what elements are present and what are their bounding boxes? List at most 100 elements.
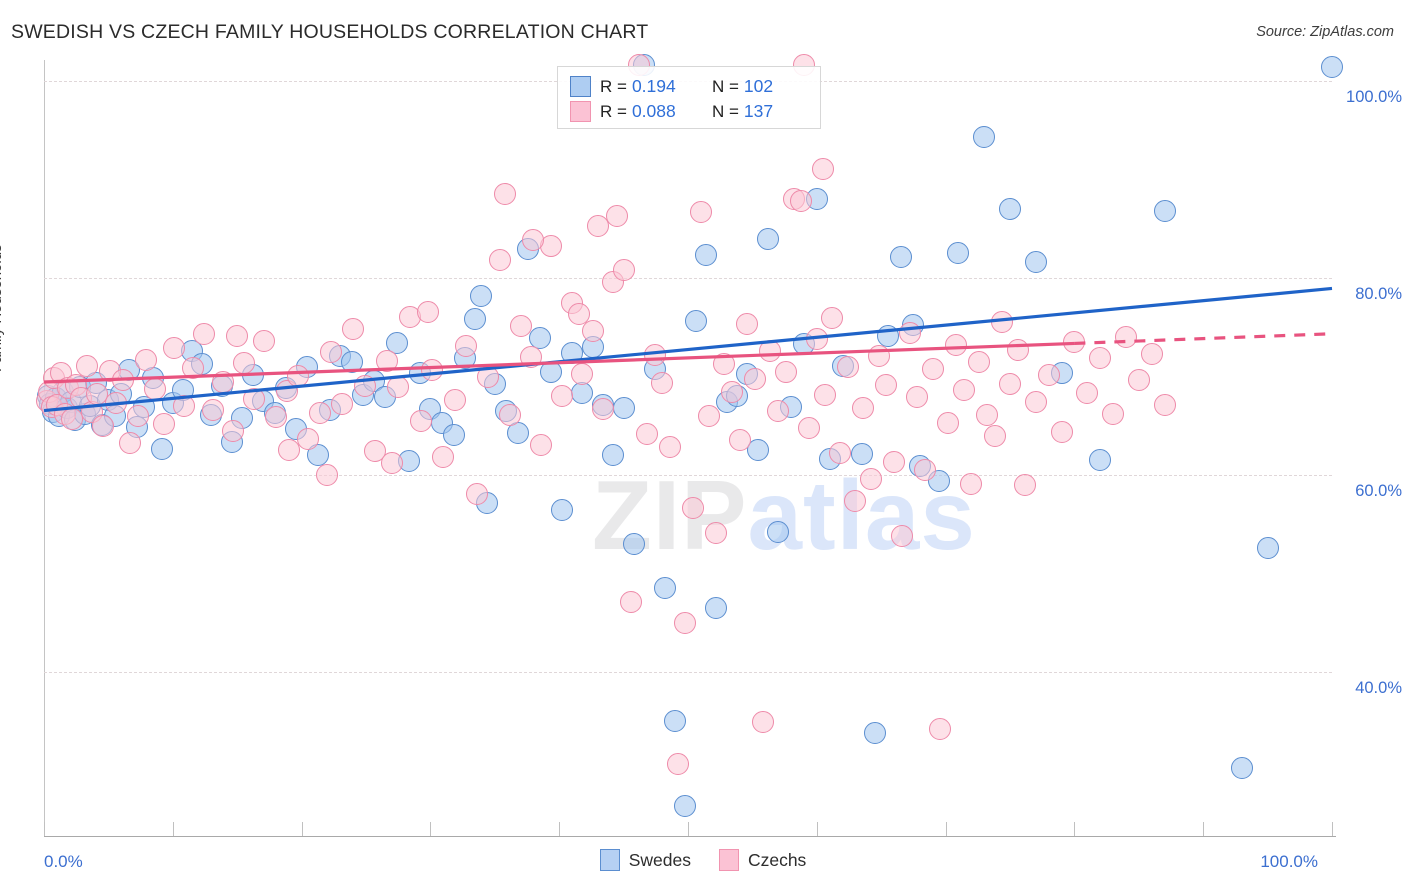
scatter-point-pink[interactable] [812,158,835,181]
scatter-point-pink[interactable] [736,312,759,335]
scatter-point-pink[interactable] [666,753,689,776]
scatter-point-pink[interactable] [591,397,614,420]
scatter-point-blue[interactable] [550,499,573,522]
scatter-point-pink[interactable] [720,380,743,403]
scatter-point-pink[interactable] [844,490,867,513]
scatter-point-blue[interactable] [705,596,728,619]
scatter-point-pink[interactable] [1114,325,1137,348]
scatter-point-pink[interactable] [606,204,629,227]
scatter-point-pink[interactable] [416,301,439,324]
scatter-point-pink[interactable] [264,406,287,429]
scatter-point-pink[interactable] [201,398,224,421]
scatter-point-pink[interactable] [813,383,836,406]
scatter-point-pink[interactable] [316,463,339,486]
scatter-point-pink[interactable] [1063,330,1086,353]
scatter-point-pink[interactable] [697,404,720,427]
scatter-point-blue[interactable] [746,438,769,461]
scatter-point-pink[interactable] [798,417,821,440]
legend-item-czechs[interactable]: Czechs [718,849,806,871]
scatter-point-blue[interactable] [889,245,912,268]
scatter-point-pink[interactable] [222,420,245,443]
scatter-point-pink[interactable] [522,229,545,252]
scatter-point-pink[interactable] [774,361,797,384]
scatter-point-pink[interactable] [983,425,1006,448]
scatter-point-pink[interactable] [867,345,890,368]
scatter-point-pink[interactable] [968,351,991,374]
scatter-point-pink[interactable] [443,388,466,411]
scatter-point-pink[interactable] [991,310,1014,333]
scatter-point-pink[interactable] [913,458,936,481]
scatter-point-blue[interactable] [506,422,529,445]
scatter-point-pink[interactable] [127,404,150,427]
scatter-point-pink[interactable] [612,258,635,281]
scatter-point-blue[interactable] [999,197,1021,220]
scatter-point-blue[interactable] [612,396,635,419]
scatter-point-blue[interactable] [442,424,465,447]
scatter-point-pink[interactable] [420,359,443,382]
scatter-point-pink[interactable] [921,358,944,381]
scatter-point-blue[interactable] [307,443,330,466]
scatter-point-pink[interactable] [286,365,309,388]
scatter-point-pink[interactable] [488,248,511,271]
scatter-point-pink[interactable] [859,467,882,490]
scatter-point-pink[interactable] [767,399,790,422]
scatter-point-pink[interactable] [728,429,751,452]
scatter-point-blue[interactable] [664,709,687,732]
scatter-point-pink[interactable] [1050,421,1073,444]
scatter-point-pink[interactable] [620,590,643,613]
scatter-point-blue[interactable] [756,228,779,251]
scatter-point-pink[interactable] [410,410,433,433]
scatter-point-pink[interactable] [1127,369,1150,392]
scatter-point-pink[interactable] [432,445,455,468]
scatter-point-pink[interactable] [465,483,488,506]
scatter-point-pink[interactable] [759,339,782,362]
scatter-point-pink[interactable] [743,368,766,391]
scatter-point-pink[interactable] [75,355,98,378]
scatter-point-pink[interactable] [689,200,712,223]
scatter-point-pink[interactable] [906,385,929,408]
scatter-point-pink[interactable] [152,413,175,436]
scatter-point-pink[interactable] [530,434,553,457]
scatter-point-pink[interactable] [1037,364,1060,387]
scatter-point-pink[interactable] [651,372,674,394]
scatter-point-pink[interactable] [898,321,921,344]
scatter-point-blue[interactable] [850,442,873,465]
scatter-point-pink[interactable] [674,612,697,635]
scatter-point-pink[interactable] [105,391,128,414]
scatter-point-pink[interactable] [226,324,249,347]
scatter-point-blue[interactable] [674,795,697,818]
scatter-point-pink[interactable] [519,346,542,369]
scatter-point-blue[interactable] [1321,55,1343,78]
scatter-point-pink[interactable] [163,336,186,359]
scatter-point-pink[interactable] [119,432,142,455]
scatter-point-pink[interactable] [1006,338,1029,361]
legend-item-swedes[interactable]: Swedes [599,849,691,871]
scatter-point-pink[interactable] [375,350,398,373]
scatter-point-pink[interactable] [550,384,573,407]
scatter-point-pink[interactable] [751,710,774,733]
scatter-point-pink[interactable] [330,392,353,415]
scatter-point-blue[interactable] [622,532,645,555]
scatter-point-blue[interactable] [464,307,487,330]
scatter-point-pink[interactable] [635,423,658,446]
scatter-point-blue[interactable] [653,576,676,599]
scatter-point-blue[interactable] [684,309,707,332]
scatter-point-pink[interactable] [1140,343,1163,366]
scatter-point-pink[interactable] [509,314,532,337]
scatter-point-blue[interactable] [340,351,363,374]
scatter-point-pink[interactable] [182,357,205,380]
scatter-point-pink[interactable] [1102,402,1125,425]
scatter-point-pink[interactable] [852,396,875,419]
scatter-point-pink[interactable] [1089,347,1112,370]
scatter-point-blue[interactable] [602,443,625,466]
scatter-point-pink[interactable] [571,363,594,386]
scatter-point-pink[interactable] [192,322,215,345]
scatter-point-pink[interactable] [658,436,681,458]
scatter-point-pink[interactable] [875,373,898,396]
scatter-point-pink[interactable] [277,438,300,461]
scatter-point-pink[interactable] [143,377,166,400]
scatter-point-pink[interactable] [643,344,666,367]
scatter-point-blue[interactable] [973,125,996,148]
scatter-point-pink[interactable] [1014,474,1037,497]
scatter-point-blue[interactable] [1230,757,1253,780]
